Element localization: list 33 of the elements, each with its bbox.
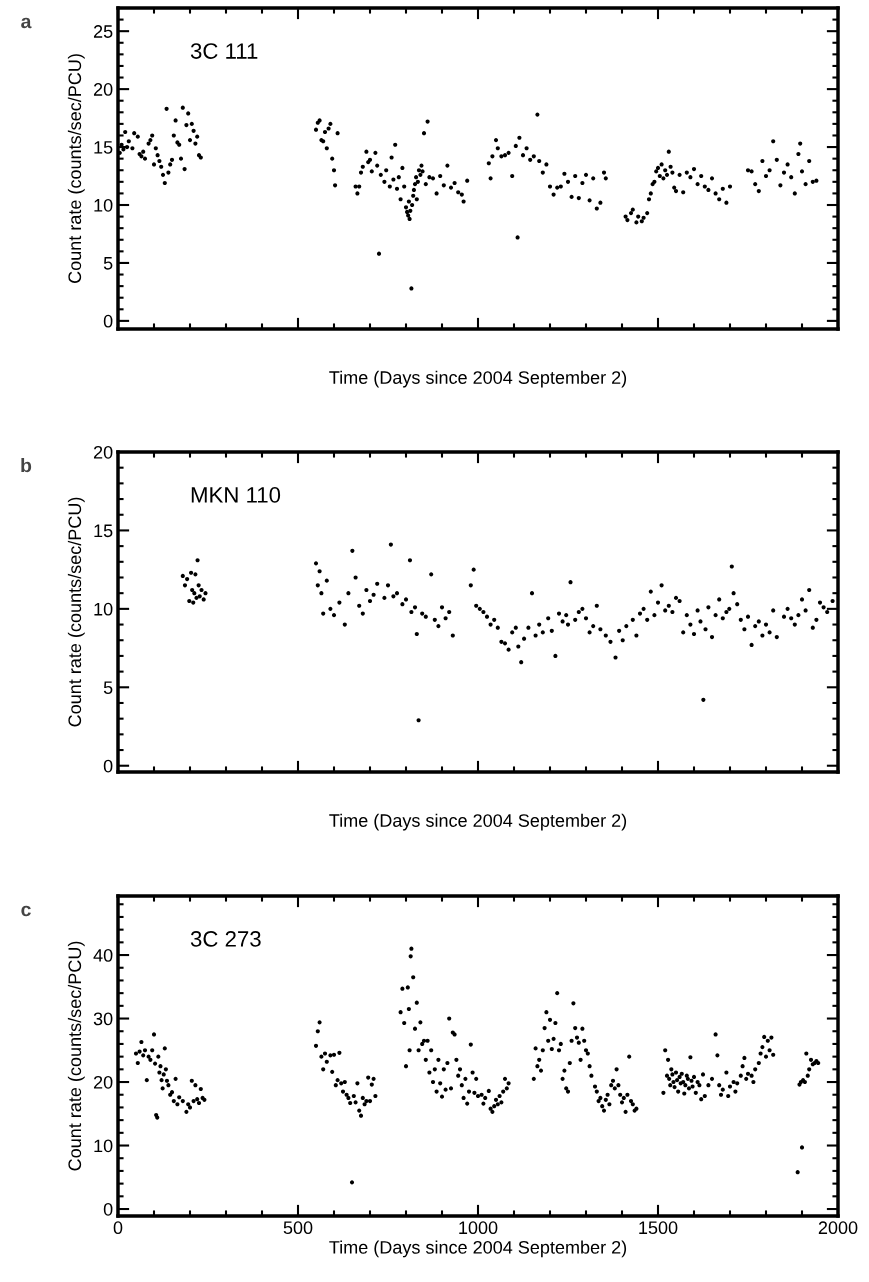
y-tick-label: 30 — [93, 1012, 113, 1026]
annotation: 3C 111 — [190, 43, 258, 59]
y-tick-label: 5 — [103, 681, 113, 695]
x-tick-label: 500 — [283, 1221, 313, 1235]
y-axis-title: Count rate (counts/sec/PCU) — [67, 497, 85, 727]
y-tick-label: 0 — [103, 1202, 113, 1216]
y-tick-label: 10 — [94, 1139, 113, 1153]
y-tick-label: 15 — [94, 524, 113, 538]
x-tick-label: 0 — [113, 1221, 123, 1235]
y-tick-label: 0 — [103, 759, 113, 773]
y-tick-label: 40 — [93, 948, 113, 962]
y-tick-label: 10 — [94, 198, 113, 212]
y-tick-label: 5 — [103, 257, 113, 270]
y-tick-label: 25 — [93, 25, 113, 38]
x-tick-label: 2000 — [818, 1221, 858, 1235]
y-tick-label: 20 — [93, 445, 113, 459]
text: b — [21, 458, 32, 473]
x-axis-title: Time (Days since 2004 September 2) — [329, 1240, 627, 1258]
x-axis-title: Time (Days since 2004 September 2) — [329, 813, 627, 831]
annotation: MKN 110 — [191, 487, 281, 503]
y-axis-title: Count rate (counts/sec/PCU) — [67, 941, 85, 1171]
y-tick-label: 20 — [93, 83, 113, 96]
y-tick-label: 10 — [94, 602, 113, 616]
x-axis-title: Time (Days since 2004 September 2) — [329, 370, 627, 388]
y-axis-title: Count rate (counts/sec/PCU) — [67, 54, 85, 283]
x-tick-label: 1500 — [639, 1221, 678, 1235]
y-tick-label: 0 — [103, 314, 113, 328]
y-tick-label: 20 — [93, 1075, 113, 1089]
x-tick-label: 1000 — [459, 1221, 498, 1235]
annotation: 3C 273 — [190, 931, 261, 947]
text: c — [21, 905, 31, 917]
text: a — [21, 17, 32, 29]
y-tick-label: 15 — [94, 141, 113, 154]
